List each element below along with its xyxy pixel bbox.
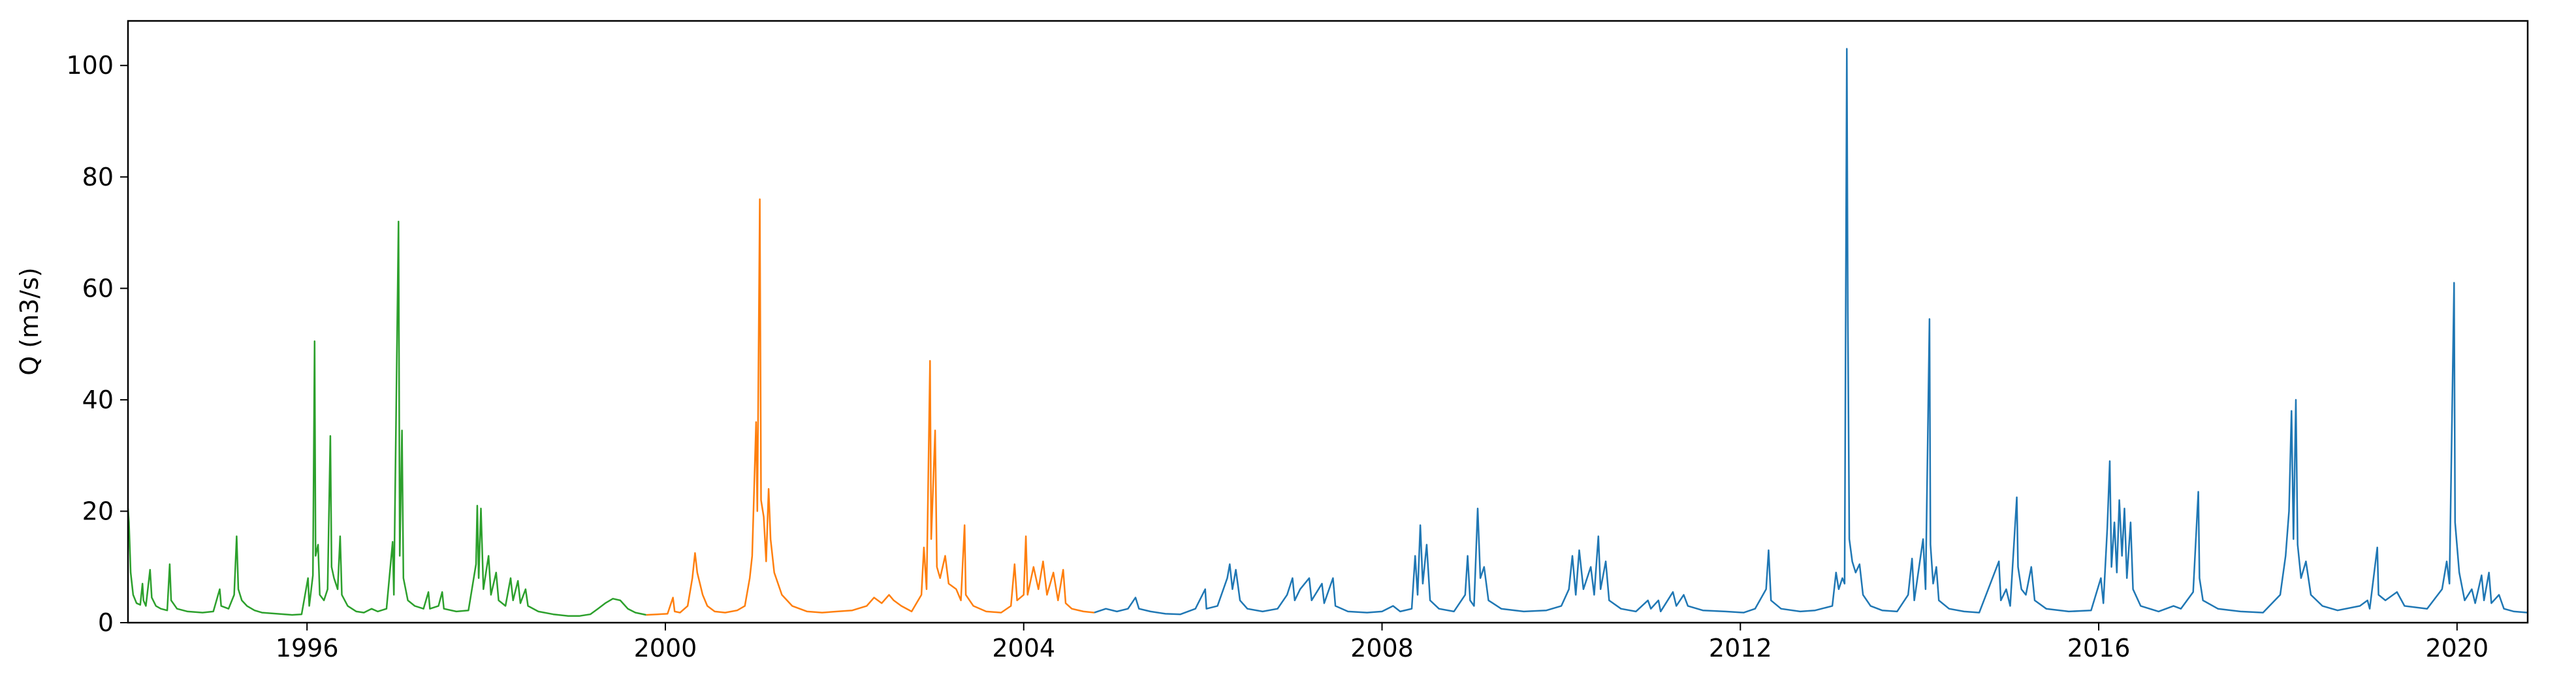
y-tick-label: 0 (98, 608, 114, 637)
x-tick-label: 2008 (1350, 634, 1414, 663)
y-tick-label: 80 (82, 163, 114, 191)
axis-layer: 1996 2000 2004 2008 2012 2016 2020 0 20 40 60 80 100 (66, 51, 2489, 663)
y-tick-label: 60 (82, 274, 114, 303)
x-tick-label: 2004 (992, 634, 1055, 663)
y-tick-label: 100 (66, 51, 114, 80)
series-line-3 (1094, 48, 2528, 615)
plot-frame (127, 20, 2529, 624)
x-tick-label: 1996 (276, 634, 339, 663)
y-axis-label: Q (m3/s) (15, 267, 44, 375)
x-tick-label: 2020 (2425, 634, 2489, 663)
x-tick-label: 2016 (2067, 634, 2131, 663)
series-line-2 (646, 198, 1095, 616)
series-line-1 (128, 220, 646, 617)
y-tick-label: 20 (82, 497, 114, 525)
series-layer (128, 48, 2528, 617)
x-tick-label: 2000 (634, 634, 697, 663)
y-tick-label: 40 (82, 385, 114, 414)
x-tick-label: 2012 (1709, 634, 1772, 663)
